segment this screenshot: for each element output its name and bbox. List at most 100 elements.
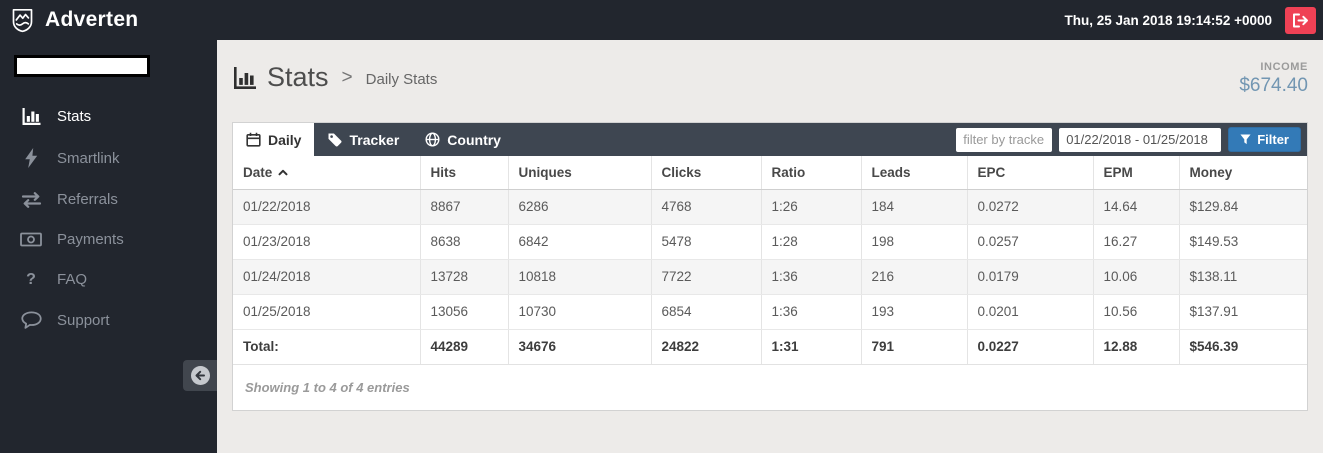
sidebar-item-label: Referrals: [57, 191, 118, 208]
daily-stats-table: Date Hits Uniques Clicks Ratio Leads EPC EPM Mon…: [233, 156, 1307, 364]
tab-tracker[interactable]: Tracker: [314, 123, 412, 156]
column-header-uniques[interactable]: Uniques: [507, 156, 651, 190]
table-cell: 01/23/2018: [233, 224, 420, 260]
column-header-epm[interactable]: EPM: [1092, 156, 1179, 190]
table-cell: 193: [860, 294, 967, 330]
tab-label: Country: [447, 131, 501, 148]
sidebar: Stats Smartlink Referrals Payments? FAQ Suppo…: [0, 40, 217, 453]
table-cell: 6842: [507, 224, 651, 260]
filter-button[interactable]: Filter: [1228, 127, 1301, 152]
table-total-row: Total: 44289 34676 24822 1:31 791 0.0227 12.88 $…: [233, 329, 1307, 364]
funnel-icon: [1240, 134, 1251, 145]
column-header-clicks[interactable]: Clicks: [650, 156, 761, 190]
stats-panel: Daily Tracker Country Filter Date Hits Uniqu…: [232, 122, 1308, 411]
exchange-arrows-icon: [20, 191, 42, 208]
column-header-label: EPM: [1103, 164, 1133, 180]
sidebar-item-smartlink[interactable]: Smartlink: [0, 138, 217, 178]
calendar-icon: [246, 132, 261, 147]
banknote-icon: [20, 232, 42, 247]
column-header-label: Ratio: [771, 164, 806, 180]
sidebar-item-payments[interactable]: Payments: [0, 221, 217, 258]
sidebar-collapse-button[interactable]: [183, 360, 217, 391]
breadcrumb: Stats > Daily Stats: [232, 62, 437, 93]
sidebar-item-faq[interactable]: ? FAQ: [0, 261, 217, 298]
table-row: 01/24/2018 13728 10818 7722 1:36 216 0.0179 10.…: [233, 259, 1307, 295]
table-cell: $138.11: [1178, 259, 1307, 295]
column-header-hits[interactable]: Hits: [419, 156, 508, 190]
table-cell: 0.0272: [966, 189, 1093, 225]
lightning-icon: [20, 148, 42, 168]
sidebar-item-support[interactable]: Support: [0, 301, 217, 339]
table-cell: 216: [860, 259, 967, 295]
table-cell: 10.06: [1092, 259, 1179, 295]
total-cell: $546.39: [1178, 329, 1307, 364]
current-datetime: Thu, 25 Jan 2018 19:14:52 +0000: [1064, 12, 1272, 28]
sidebar-item-label: Payments: [57, 231, 124, 248]
table-cell: $129.84: [1178, 189, 1307, 225]
username-redaction-box: [14, 55, 150, 77]
shield-logo-icon: [9, 7, 36, 34]
question-mark-icon: ?: [26, 270, 36, 288]
topbar: Adverten Thu, 25 Jan 2018 19:14:52 +0000: [0, 0, 1323, 40]
tab-daily[interactable]: Daily: [233, 123, 315, 156]
total-cell: 24822: [650, 329, 761, 364]
total-cell: 12.88: [1092, 329, 1179, 364]
column-header-label: Uniques: [518, 164, 572, 180]
filter-controls: Filter: [956, 123, 1307, 156]
sidebar-item-label: Support: [57, 311, 110, 329]
bar-chart-icon: [20, 107, 42, 125]
table-row: 01/25/2018 13056 10730 6854 1:36 193 0.0201 10.…: [233, 294, 1307, 330]
column-header-leads[interactable]: Leads: [860, 156, 967, 190]
sort-asc-icon: [278, 169, 288, 176]
sidebar-item-referrals[interactable]: Referrals: [0, 181, 217, 218]
table-cell: 6854: [650, 294, 761, 330]
sidebar-item-label: Smartlink: [57, 149, 120, 167]
logout-icon: [1292, 13, 1309, 28]
table-cell: 184: [860, 189, 967, 225]
tag-icon: [327, 132, 342, 147]
sidebar-nav: Stats Smartlink Referrals Payments? FAQ Suppo…: [0, 97, 217, 339]
sidebar-item-stats[interactable]: Stats: [0, 97, 217, 135]
column-header-money[interactable]: Money: [1178, 156, 1307, 190]
table-cell: 0.0257: [966, 224, 1093, 260]
column-header-date[interactable]: Date: [233, 156, 420, 190]
income-summary: INCOME $674.40: [1239, 61, 1308, 97]
total-cell: 0.0227: [966, 329, 1093, 364]
column-header-epc[interactable]: EPC: [966, 156, 1093, 190]
total-cell: 44289: [419, 329, 508, 364]
table-cell: 14.64: [1092, 189, 1179, 225]
table-cell: 10.56: [1092, 294, 1179, 330]
tab-country[interactable]: Country: [412, 123, 514, 156]
column-header-label: EPC: [977, 164, 1006, 180]
date-range-input[interactable]: [1059, 127, 1222, 152]
table-cell: 01/24/2018: [233, 259, 420, 295]
table-cell: 10818: [507, 259, 651, 295]
breadcrumb-section: Stats: [267, 62, 329, 92]
table-cell: 0.0179: [966, 259, 1093, 295]
table-cell: 4768: [650, 189, 761, 225]
table-row: 01/22/2018 8867 6286 4768 1:26 184 0.0272 14.64…: [233, 189, 1307, 225]
table-cell: 1:36: [760, 259, 861, 295]
table-cell: 8638: [419, 224, 508, 260]
sidebar-item-label: FAQ: [57, 271, 88, 288]
table-cell: 1:26: [760, 189, 861, 225]
tab-label: Daily: [268, 131, 302, 148]
total-cell: Total:: [233, 329, 420, 364]
table-cell: 0.0201: [966, 294, 1093, 330]
table-cell: 1:36: [760, 294, 861, 330]
column-header-ratio[interactable]: Ratio: [760, 156, 861, 190]
table-cell: $149.53: [1178, 224, 1307, 260]
globe-icon: [425, 132, 440, 147]
table-cell: 7722: [650, 259, 761, 295]
brand: Adverten: [0, 7, 138, 34]
tracker-filter-input[interactable]: [956, 127, 1053, 152]
column-header-label: Clicks: [661, 164, 702, 180]
table-cell: $137.91: [1178, 294, 1307, 330]
breadcrumb-page: Daily Stats: [365, 71, 438, 88]
table-cell: 6286: [507, 189, 651, 225]
table-entries-info: Showing 1 to 4 of 4 entries: [233, 364, 1307, 410]
logout-button[interactable]: [1285, 6, 1316, 34]
table-cell: 1:28: [760, 224, 861, 260]
total-cell: 1:31: [760, 329, 861, 364]
breadcrumb-separator: >: [341, 66, 353, 88]
